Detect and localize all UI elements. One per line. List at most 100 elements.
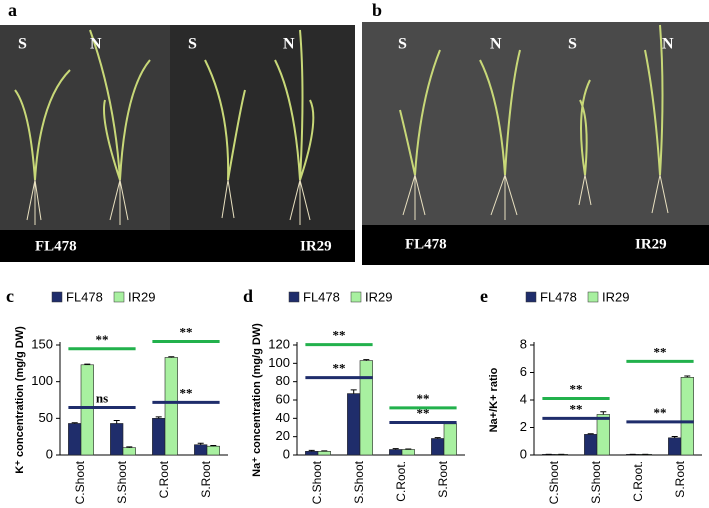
- error-bar: [84, 363, 91, 365]
- panel-label: c: [6, 286, 14, 306]
- y-tick-label: 120: [268, 336, 290, 351]
- photo-caption: IR29: [300, 238, 332, 254]
- y-tick-label: 8: [520, 336, 527, 351]
- legend-swatch: [51, 291, 63, 303]
- significance-label: **: [180, 385, 193, 400]
- caption-band: [362, 225, 709, 265]
- x-tick-label: C.Shoot: [547, 460, 561, 504]
- plant-tag: S: [18, 36, 27, 53]
- x-tick-label: C.Root.: [631, 461, 645, 502]
- bar: [317, 451, 331, 456]
- x-tick-label: S.Shoot: [589, 460, 603, 503]
- significance-label: **: [654, 344, 667, 359]
- y-tick-label: 6: [520, 364, 527, 379]
- photo-caption: FL478: [405, 236, 447, 252]
- y-tick-label: 0: [520, 446, 527, 461]
- photo-background: [170, 25, 355, 262]
- error-bar: [113, 420, 120, 424]
- x-tick-label: S.Shoot: [352, 460, 366, 503]
- plant-tag: S: [188, 36, 197, 53]
- bar: [305, 451, 319, 456]
- photo-b: [362, 22, 709, 265]
- y-tick-label: 100: [268, 355, 290, 370]
- y-tick-label: 40: [276, 410, 290, 425]
- panel-label: b: [372, 0, 382, 20]
- legend-swatch: [288, 291, 300, 303]
- y-axis-label: Na⁺ concentration (mg/g DW): [251, 323, 263, 477]
- plants: [399, 24, 669, 220]
- error-bar: [126, 446, 133, 448]
- error-bar: [671, 435, 678, 438]
- bar: [164, 357, 178, 456]
- bar: [584, 434, 598, 456]
- panel-label: e: [480, 286, 488, 306]
- y-tick-label: 0: [283, 446, 290, 461]
- error-bar: [434, 437, 441, 439]
- x-tick-label: S.Root: [673, 460, 687, 497]
- bar: [347, 393, 361, 456]
- bar: [680, 377, 694, 456]
- error-bar: [308, 449, 315, 452]
- bar: [122, 447, 136, 456]
- panel-label: d: [243, 286, 253, 306]
- plant-tag: N: [490, 36, 502, 53]
- legend-swatch: [525, 291, 537, 303]
- x-tick-label: C.Shoot: [73, 460, 87, 504]
- photo-caption: FL478: [35, 238, 77, 254]
- photo-caption: IR29: [635, 236, 667, 252]
- y-tick-label: 0: [46, 446, 53, 461]
- error-bar: [168, 356, 175, 358]
- y-axis-label: K⁺ concentration (mg/g DW): [14, 326, 26, 474]
- bar: [359, 360, 373, 456]
- legend-label: FL478: [540, 289, 577, 304]
- significance-label: ns: [96, 390, 108, 405]
- x-tick-label: C.Shoot: [310, 460, 324, 504]
- x-tick-label: C.Root: [157, 460, 171, 498]
- x-tick-label: S.Root: [199, 460, 213, 497]
- legend-label: IR29: [602, 289, 629, 304]
- plant-tag: N: [90, 36, 102, 53]
- y-tick-label: 100: [31, 373, 53, 388]
- error-bar: [350, 389, 357, 394]
- legend-label: FL478: [303, 289, 340, 304]
- y-axis-label: Na+/K+ ratio: [488, 367, 500, 432]
- legend-swatch: [113, 291, 125, 303]
- y-tick-label: 50: [39, 410, 53, 425]
- bar: [443, 423, 457, 456]
- photo-a: [0, 25, 355, 262]
- error-bar: [600, 411, 607, 415]
- y-tick-label: 60: [276, 391, 290, 406]
- x-tick-label: S.Root: [436, 460, 450, 497]
- caption-band: [0, 230, 355, 262]
- plant-tag: S: [568, 36, 577, 53]
- bar: [194, 444, 208, 456]
- bar: [68, 423, 82, 456]
- legend-label: IR29: [365, 289, 392, 304]
- significance-label: **: [654, 405, 667, 420]
- significance-label: **: [570, 401, 583, 416]
- bar: [668, 437, 682, 456]
- bar: [401, 449, 415, 456]
- significance-label: **: [333, 361, 346, 376]
- error-bar: [363, 359, 370, 361]
- bar: [206, 445, 220, 456]
- legend-label: FL478: [66, 289, 103, 304]
- bar: [110, 423, 124, 456]
- x-tick-label: C.Root.: [394, 461, 408, 502]
- error-bar: [210, 444, 217, 447]
- significance-label: **: [417, 391, 430, 406]
- bar: [389, 449, 403, 456]
- panel-label: a: [8, 0, 17, 20]
- plants: [14, 29, 315, 225]
- x-tick-label: S.Shoot: [115, 460, 129, 503]
- significance-label: **: [180, 324, 193, 339]
- bar: [431, 438, 445, 456]
- error-bar: [155, 416, 162, 419]
- significance-label: **: [96, 332, 109, 347]
- y-tick-label: 80: [276, 373, 290, 388]
- legend-swatch: [350, 291, 362, 303]
- bar: [80, 364, 94, 456]
- error-bar: [587, 433, 594, 435]
- error-bar: [392, 448, 399, 450]
- y-tick-label: 20: [276, 428, 290, 443]
